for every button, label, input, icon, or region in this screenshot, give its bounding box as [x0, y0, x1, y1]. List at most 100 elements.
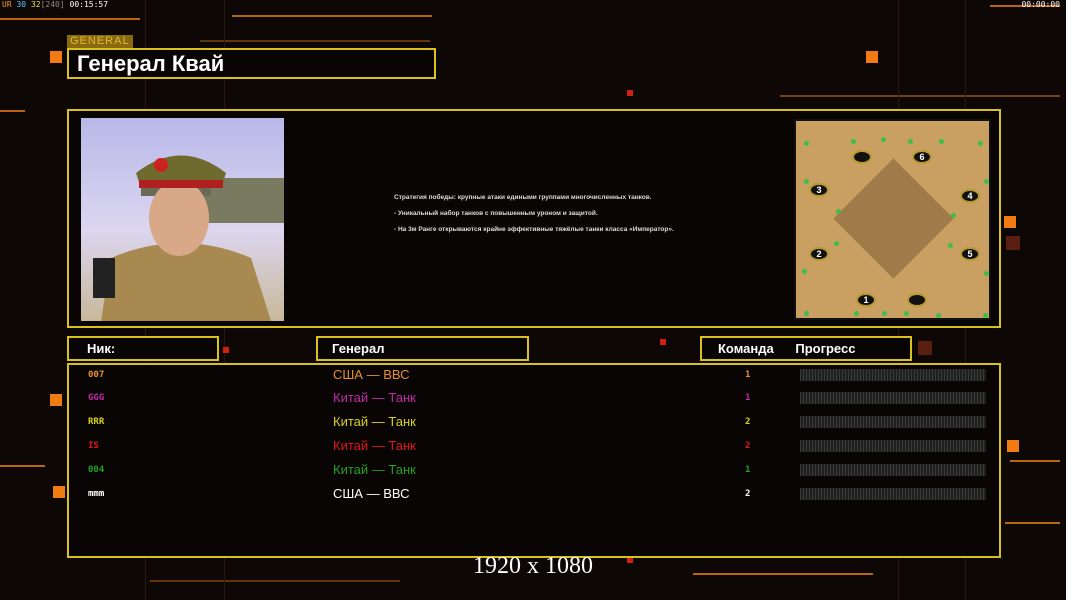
hud-value: 32: [30, 0, 41, 9]
decor-line: [0, 18, 140, 20]
map-tree-icon: [948, 243, 953, 248]
decor-line: [232, 15, 432, 17]
general-portrait: [81, 118, 284, 321]
decor-square: [627, 557, 633, 563]
hud-prefix: UR: [2, 0, 12, 9]
decor-line: [0, 110, 25, 112]
player-general: Китай — Танк: [333, 414, 416, 429]
player-team: 1: [745, 393, 751, 403]
header-team: Команда: [718, 341, 774, 356]
player-general: Китай — Танк: [333, 462, 416, 477]
map-tree-icon: [854, 311, 859, 316]
player-general: Китай — Танк: [333, 438, 416, 453]
player-progress-bar: [800, 440, 986, 452]
decor-square: [660, 339, 666, 345]
map-start-slot: 4: [960, 189, 980, 203]
decor-square: [866, 51, 878, 63]
decor-line: [200, 40, 430, 42]
hud-bracket: [240]: [40, 0, 65, 9]
header-nick: Ник:: [67, 336, 219, 361]
player-nick: 004: [88, 465, 105, 475]
decor-line: [0, 465, 45, 467]
description-line: Стратегия победы: крупные атаки едиными …: [394, 194, 652, 201]
players-table: 007 США — ВВС 1 GGG Китай — Танк 1 RRR К…: [67, 363, 1001, 558]
player-row: mmm США — ВВС 2: [69, 485, 999, 505]
map-tree-icon: [978, 141, 983, 146]
player-nick: 007: [88, 370, 105, 380]
player-nick: RRR: [88, 417, 105, 427]
player-progress-bar: [800, 369, 986, 381]
map-tree-icon: [851, 139, 856, 144]
map-empty-slot: [852, 150, 872, 164]
player-general: Китай — Танк: [333, 390, 416, 405]
map-tree-icon: [984, 179, 989, 184]
general-title: Генерал Квай: [67, 48, 436, 79]
player-progress-bar: [800, 488, 986, 500]
clock: 00:00:00: [1021, 0, 1060, 9]
map-start-slot: 1: [856, 293, 876, 307]
map-tree-icon: [904, 311, 909, 316]
player-row: 007 США — ВВС 1: [69, 366, 999, 386]
map-tree-icon: [804, 179, 809, 184]
header-progress: Прогресс: [795, 341, 856, 356]
map-tree-icon: [804, 311, 809, 316]
player-team: 2: [745, 441, 751, 451]
decor-line: [1010, 460, 1060, 462]
decor-square: [627, 90, 633, 96]
map-tree-icon: [836, 209, 841, 214]
map-start-slot: 2: [809, 247, 829, 261]
general-tag: GENERAL: [67, 35, 133, 48]
player-nick: mmm: [88, 489, 105, 499]
decor-square: [1006, 236, 1020, 250]
player-general: США — ВВС: [333, 486, 410, 501]
player-team: 2: [745, 489, 751, 499]
player-team: 1: [745, 465, 751, 475]
player-nick: GGG: [88, 393, 105, 403]
player-row: IS Китай — Танк 2: [69, 437, 999, 457]
decor-square: [1007, 440, 1019, 452]
performance-hud: UR 30 32[240] 00:15:57: [2, 0, 108, 9]
decor-square: [53, 486, 65, 498]
general-description: Стратегия победы: крупные атаки едиными …: [394, 193, 704, 241]
portrait-image: [93, 155, 284, 321]
player-row: RRR Китай — Танк 2: [69, 413, 999, 433]
player-progress-bar: [800, 416, 986, 428]
map-tree-icon: [908, 139, 913, 144]
map-tree-icon: [936, 313, 941, 318]
decor-line: [693, 573, 873, 575]
map-tree-icon: [939, 139, 944, 144]
player-progress-bar: [800, 464, 986, 476]
map-start-slot: 5: [960, 247, 980, 261]
description-line: - Уникальный набор танков с повышенным у…: [394, 210, 598, 217]
player-row: 004 Китай — Танк 1: [69, 461, 999, 481]
decor-square: [50, 51, 62, 63]
map-center: [833, 158, 954, 279]
decor-square: [50, 394, 62, 406]
map-tree-icon: [983, 313, 988, 318]
player-row: GGG Китай — Танк 1: [69, 389, 999, 409]
map-tree-icon: [804, 141, 809, 146]
map-tree-icon: [834, 241, 839, 246]
player-team: 2: [745, 417, 751, 427]
map-tree-icon: [881, 137, 886, 142]
decor-line: [990, 5, 1060, 7]
map-start-slot: 6: [912, 150, 932, 164]
player-team: 1: [745, 370, 751, 380]
header-team-progress: Команда Прогресс: [700, 336, 912, 361]
decor-square: [918, 341, 932, 355]
description-line: - На 3м Ранге открываются крайне эффекти…: [394, 226, 674, 233]
decor-square: [1004, 216, 1016, 228]
resolution-label: 1920 x 1080: [473, 553, 593, 579]
map-tree-icon: [984, 271, 989, 276]
player-nick: IS: [88, 441, 99, 451]
decor-line: [1005, 522, 1060, 524]
hud-fps: 30: [16, 0, 27, 9]
decor-line: [780, 95, 1060, 97]
header-general: Генерал: [316, 336, 529, 361]
map-empty-slot: [907, 293, 927, 307]
decor-square: [223, 347, 229, 353]
decor-line: [150, 580, 400, 582]
minimap: 1 2 3 4 5 6: [794, 119, 991, 320]
map-tree-icon: [951, 213, 956, 218]
player-progress-bar: [800, 392, 986, 404]
